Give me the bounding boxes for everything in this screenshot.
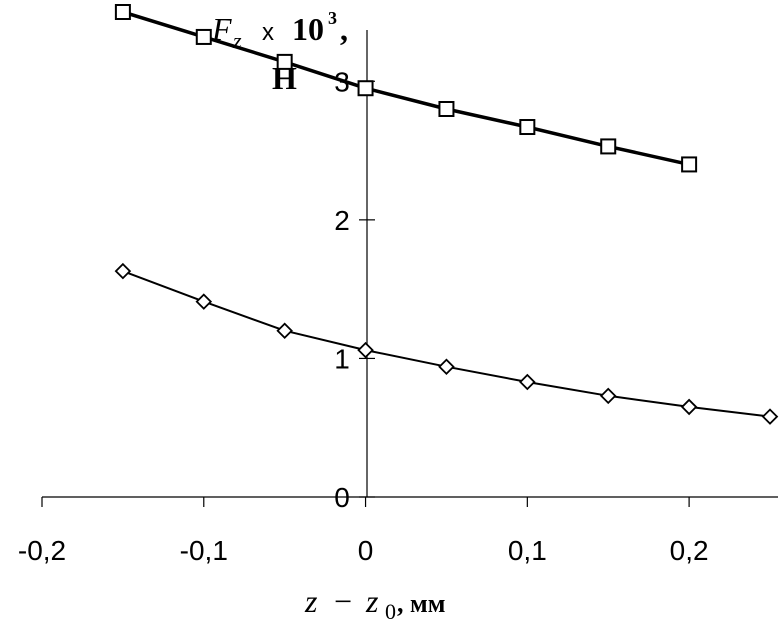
y-label-base: 10 [292, 11, 324, 47]
y-tick-label: 1 [334, 343, 350, 374]
data-point-square [357, 80, 374, 97]
x-tick-label: -0,2 [18, 535, 66, 566]
x-label-var2: z [365, 583, 379, 619]
y-label-unit: Н [272, 60, 297, 96]
x-label-unit: , мм [397, 589, 445, 618]
data-point-diamond [680, 398, 698, 416]
series-2-line [122, 270, 771, 418]
data-point-square [276, 53, 293, 70]
x-label-minus: − [332, 583, 354, 619]
y-label-times: x [262, 19, 274, 46]
data-point-square [438, 101, 455, 117]
data-point-diamond [519, 373, 536, 391]
y-label-subscript: z [232, 28, 242, 53]
data-point-square [681, 156, 698, 173]
series-layer [114, 4, 779, 425]
data-point-square [519, 119, 536, 136]
x-tick-label: 0 [358, 535, 374, 566]
series-1-line [122, 10, 690, 167]
x-label-subscript: 0 [385, 599, 396, 624]
x-tick-label: 0,1 [508, 535, 547, 566]
data-point-diamond [599, 387, 617, 405]
y-label-symbol: F [211, 11, 232, 47]
data-point-diamond [357, 341, 374, 359]
y-label-comma: , [340, 11, 348, 47]
x-tick-label: 0,2 [670, 535, 709, 566]
data-point-square [114, 4, 131, 20]
x-tick-label: -0,1 [180, 535, 228, 566]
data-point-diamond [195, 293, 213, 310]
y-axis-label: F z x 10 3 , Н [211, 8, 348, 96]
y-tick-label: 0 [334, 482, 350, 513]
y-label-exponent: 3 [328, 8, 337, 28]
data-point-diamond [114, 262, 132, 280]
data-point-diamond [438, 358, 455, 376]
data-point-diamond [761, 408, 779, 425]
x-label-var1: z [304, 583, 318, 619]
y-tick-label: 2 [334, 205, 350, 236]
x-axis-label: z − z 0 , мм [304, 583, 445, 624]
data-point-diamond [276, 322, 293, 339]
series-1 [114, 4, 698, 173]
data-point-square [195, 28, 212, 45]
series-2 [114, 262, 779, 425]
data-point-square [600, 138, 617, 155]
